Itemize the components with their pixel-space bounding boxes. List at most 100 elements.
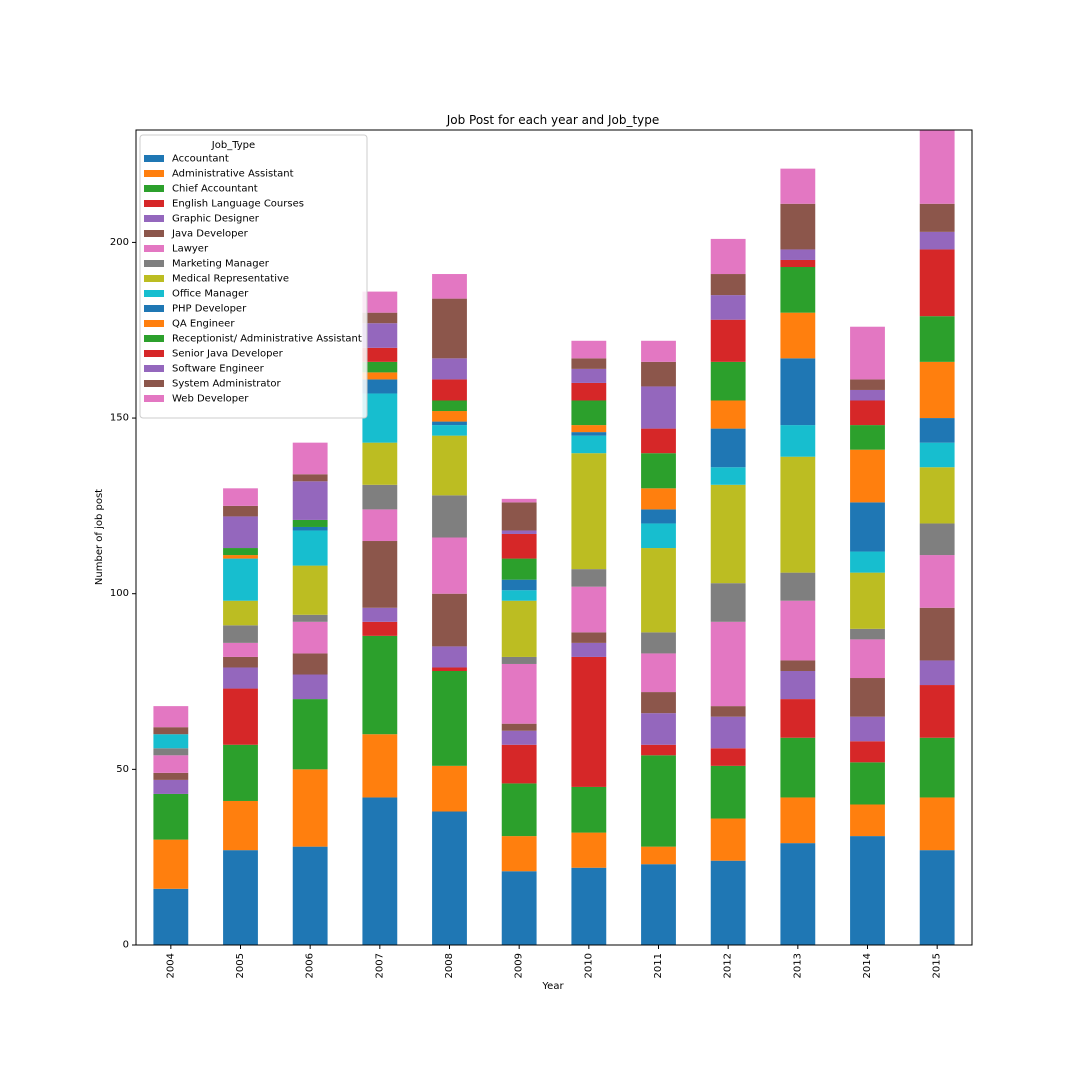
bar-segment-2004-5 <box>153 772 189 780</box>
bar-segment-2010-15 <box>571 358 607 369</box>
bar-segment-2011-3 <box>641 744 676 756</box>
bar-segment-2014-10 <box>850 502 885 552</box>
x-tick-label-2014: 2014 <box>862 953 873 978</box>
bar-segment-2009-0 <box>501 871 537 945</box>
bar-segment-2004-7 <box>153 748 189 756</box>
bar-segment-2007-3 <box>362 621 398 636</box>
bar-segment-2014-15 <box>850 379 885 390</box>
bar-segment-2015-15 <box>919 203 955 232</box>
bar-segment-2014-3 <box>850 741 885 763</box>
bar-segment-2011-9 <box>641 523 676 549</box>
bar-segment-2012-14 <box>710 295 746 320</box>
bar-segment-2005-6 <box>223 642 258 657</box>
bar-segment-2015-10 <box>919 418 955 443</box>
x-tick-label-2007: 2007 <box>374 953 385 978</box>
bar-segment-2008-13 <box>432 379 467 401</box>
bar-segment-2012-2 <box>710 765 746 819</box>
bar-segment-2010-9 <box>571 435 607 454</box>
legend-label-1: Administrative Assistant <box>172 169 294 180</box>
bar-segment-2012-7 <box>710 583 746 622</box>
bar-segment-2005-4 <box>223 667 258 689</box>
bar-segment-2012-10 <box>710 428 746 468</box>
bar-segment-2013-15 <box>780 203 816 250</box>
y-tick-label-150: 150 <box>110 413 129 424</box>
bar-segment-2015-9 <box>919 442 955 468</box>
bar-segment-2013-0 <box>780 843 816 946</box>
bar-segment-2008-6 <box>432 537 467 594</box>
bar-segment-2013-13 <box>780 259 816 268</box>
bar-segment-2010-12 <box>571 400 607 426</box>
bar-segment-2011-13 <box>641 428 676 454</box>
bar-segment-2011-1 <box>641 846 676 865</box>
bar-segment-2010-6 <box>571 586 607 633</box>
legend-swatch-12 <box>144 335 164 342</box>
bar-segment-2012-15 <box>710 274 746 296</box>
bar-segment-2012-16 <box>710 238 746 275</box>
legend-label-5: Java Developer <box>171 229 249 240</box>
bar-segment-2010-8 <box>571 453 607 570</box>
x-tick-label-2006: 2006 <box>305 953 316 978</box>
y-tick-label-100: 100 <box>110 588 129 599</box>
legend-swatch-13 <box>144 350 164 357</box>
bar-segment-2010-5 <box>571 632 607 643</box>
bar-segment-2007-9 <box>362 393 398 443</box>
bar-segment-2008-12 <box>432 400 467 412</box>
bar-segment-2011-0 <box>641 864 676 945</box>
bar-segment-2008-3 <box>432 667 467 671</box>
bar-segment-2007-11 <box>362 372 398 380</box>
bar-segment-2009-12 <box>501 558 537 580</box>
bar-segment-2015-0 <box>919 850 955 945</box>
bar-segment-2011-7 <box>641 632 676 654</box>
bar-segment-2007-12 <box>362 361 398 373</box>
bar-segment-2013-7 <box>780 572 816 601</box>
bar-segment-2008-4 <box>432 646 467 668</box>
bar-segment-2009-1 <box>501 836 537 872</box>
legend-label-3: English Language Courses <box>172 199 304 210</box>
y-tick-label-50: 50 <box>116 764 129 775</box>
bar-segment-2015-5 <box>919 607 955 661</box>
legend-label-2: Chief Accountant <box>172 184 258 195</box>
bar-segment-2005-2 <box>223 744 258 801</box>
bar-segment-2006-6 <box>292 621 328 654</box>
legend-label-14: Software Engineer <box>172 364 265 375</box>
bar-segment-2009-9 <box>501 590 537 601</box>
bar-segment-2008-15 <box>432 298 467 359</box>
legend-label-12: Receptionist/ Administrative Assistant <box>172 334 362 345</box>
bar-segment-2005-12 <box>223 548 258 556</box>
bar-segment-2006-10 <box>292 526 328 531</box>
bar-segment-2006-14 <box>292 481 328 520</box>
bar-segment-2014-16 <box>850 326 885 380</box>
bar-segment-2012-11 <box>710 400 746 429</box>
bar-segment-2011-12 <box>641 453 676 489</box>
bar-segment-2014-4 <box>850 716 885 742</box>
legend-swatch-2 <box>144 185 164 192</box>
legend-title: Job_Type <box>211 140 255 151</box>
bar-segment-2007-7 <box>362 484 398 510</box>
bar-segment-2014-13 <box>850 400 885 426</box>
bar-segment-2007-14 <box>362 323 398 348</box>
x-tick-label-2011: 2011 <box>653 953 664 978</box>
bar-segment-2010-3 <box>571 656 607 787</box>
bar-segment-2011-4 <box>641 713 676 745</box>
bar-segment-2007-1 <box>362 734 398 798</box>
bar-segment-2004-6 <box>153 755 189 773</box>
bar-segment-2007-2 <box>362 635 398 735</box>
bar-segment-2015-16 <box>919 130 955 204</box>
bar-segment-2013-12 <box>780 267 816 313</box>
legend-label-10: PHP Developer <box>172 304 247 315</box>
bar-segment-2013-2 <box>780 737 816 798</box>
bar-segment-2008-5 <box>432 593 467 647</box>
bar-segment-2008-2 <box>432 670 467 766</box>
legend-swatch-7 <box>144 260 164 267</box>
bar-segment-2007-13 <box>362 347 398 362</box>
y-tick-label-0: 0 <box>123 940 129 951</box>
bar-segment-2009-7 <box>501 656 537 664</box>
bar-segment-2010-14 <box>571 368 607 383</box>
bar-segment-2014-5 <box>850 678 885 717</box>
bar-segment-2010-16 <box>571 340 607 359</box>
bar-segment-2012-13 <box>710 319 746 362</box>
bar-segment-2010-4 <box>571 642 607 657</box>
legend-swatch-6 <box>144 245 164 252</box>
bar-segment-2005-15 <box>223 505 258 517</box>
bar-segment-2014-14 <box>850 389 885 401</box>
